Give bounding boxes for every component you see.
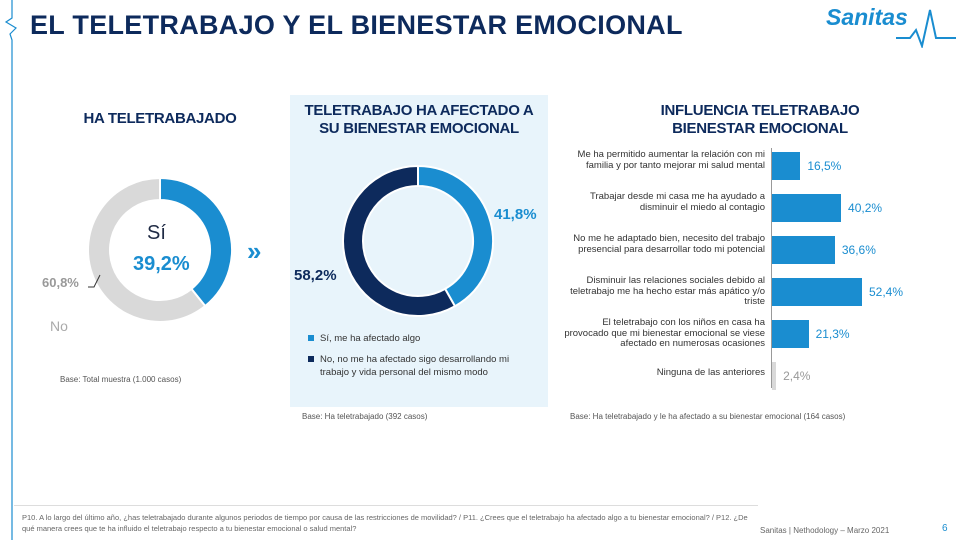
logo-heartbeat-icon: [896, 9, 956, 48]
footer-source: Sanitas | Nethodology – Marzo 2021: [760, 526, 890, 535]
donut-chart-afectado: [342, 165, 494, 317]
bar-value-label: 21,3%: [815, 327, 850, 341]
left-heartbeat-line: [4, 0, 17, 540]
footer-divider: [14, 505, 758, 506]
chart2-title: TELETRABAJO HA AFECTADO A SU BIENESTAR E…: [304, 102, 534, 137]
donut2-slice-no: [342, 165, 457, 317]
bar-value-label: 36,6%: [841, 243, 876, 257]
legend-item-si: Sí, me ha afectado algo: [308, 332, 540, 345]
bar-3: [772, 278, 862, 306]
donut1-yes-value: 39,2%: [133, 253, 190, 275]
donut1-no-value: 60,8%: [42, 275, 79, 290]
donut1-no-label: No: [50, 318, 68, 334]
bar-value-label: 40,2%: [848, 201, 883, 215]
bar-1: [772, 194, 842, 222]
bar-category-label: El teletrabajo con los niños en casa ha …: [564, 317, 765, 349]
donut-chart-teletrabajado: [87, 176, 233, 323]
donut1-slice-no: [87, 176, 207, 323]
bar-value-label: 2,4%: [783, 369, 811, 383]
donut1-leader-line: [88, 274, 101, 288]
bar-category-label: Trabajar desde mi casa me ha ayudado a d…: [590, 191, 765, 213]
chart3-base: Base: Ha teletrabajado y le ha afectado …: [570, 412, 846, 421]
bar-0: [772, 152, 801, 180]
donut2-slice-si: [417, 165, 494, 308]
donut1-slice-si: [159, 176, 233, 308]
bar-category-label: Me ha permitido aumentar la relación con…: [577, 149, 765, 171]
bar-category-label: No me he adaptado bien, necesito del tra…: [573, 233, 765, 255]
footer-question-text: P10. A lo largo del último año, ¿has tel…: [22, 513, 748, 533]
bar-4: [772, 320, 809, 348]
donut1-yes-label: Sí: [147, 222, 166, 244]
bar-value-label: 52,4%: [869, 285, 904, 299]
donut2-no-value: 58,2%: [294, 267, 337, 284]
chart1-base: Base: Total muestra (1.000 casos): [60, 375, 182, 384]
bar-5: [772, 362, 777, 390]
sanitas-logo: Sanitas: [826, 4, 908, 30]
bar-2: [772, 236, 835, 264]
page-number: 6: [942, 523, 948, 534]
panel-afectado-background: [290, 95, 548, 407]
bar-category-label: Disminuir las relaciones sociales debido…: [570, 275, 765, 307]
page-title: EL TELETRABAJO Y EL BIENESTAR EMOCIONAL: [30, 10, 683, 40]
chart2-base: Base: Ha teletrabajado (392 casos): [302, 412, 428, 421]
bar-axis-line: [771, 148, 772, 388]
bar-value-label: 16,5%: [807, 159, 842, 173]
chart3-title: INFLUENCIA TELETRABAJO BIENESTAR EMOCION…: [660, 102, 860, 137]
legend-swatch-si: [308, 335, 314, 341]
donut2-yes-value: 41,8%: [494, 206, 537, 223]
legend-item-no: No, no me ha afectado sigo desarrollando…: [308, 353, 540, 379]
legend-swatch-no: [308, 356, 314, 362]
bar-category-label: Ninguna de las anteriores: [656, 367, 765, 378]
bar-chart-influencia: Me ha permitido aumentar la relación con…: [560, 148, 950, 396]
chart2-legend: Sí, me ha afectado algo No, no me ha afe…: [308, 332, 540, 379]
chart1-title: HA TELETRABAJADO: [83, 110, 237, 127]
chevron-right-icon: »: [247, 236, 262, 266]
